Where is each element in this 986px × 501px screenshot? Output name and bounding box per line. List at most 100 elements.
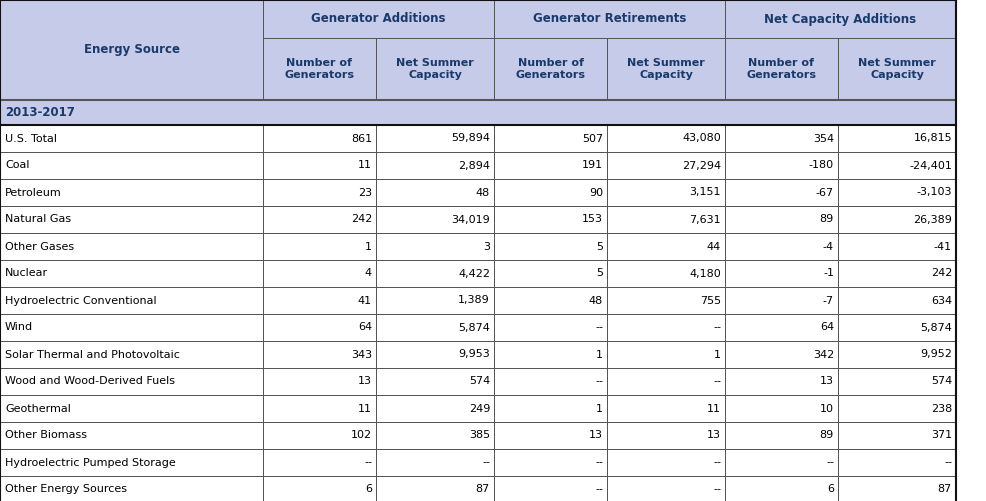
Bar	[262, 38, 376, 100]
Bar	[606, 233, 725, 260]
Bar	[376, 233, 494, 260]
Text: -41: -41	[933, 241, 951, 252]
Bar	[0, 100, 955, 125]
Text: 1: 1	[365, 241, 372, 252]
Bar	[725, 0, 955, 38]
Text: 191: 191	[582, 160, 602, 170]
Bar	[837, 152, 955, 179]
Bar	[606, 287, 725, 314]
Bar	[494, 341, 606, 368]
Bar	[0, 476, 262, 501]
Text: Natural Gas: Natural Gas	[5, 214, 71, 224]
Text: 5,874: 5,874	[458, 323, 489, 333]
Text: 7,631: 7,631	[688, 214, 720, 224]
Bar	[0, 314, 262, 341]
Text: 3,151: 3,151	[689, 187, 720, 197]
Text: 5: 5	[596, 269, 602, 279]
Text: Generator Retirements: Generator Retirements	[532, 13, 685, 26]
Text: Wind: Wind	[5, 323, 34, 333]
Bar	[837, 287, 955, 314]
Bar	[262, 314, 376, 341]
Bar	[376, 38, 494, 100]
Text: 13: 13	[819, 376, 833, 386]
Text: 64: 64	[819, 323, 833, 333]
Bar	[0, 233, 262, 260]
Text: 5: 5	[596, 241, 602, 252]
Bar	[494, 422, 606, 449]
Text: 89: 89	[819, 214, 833, 224]
Text: 343: 343	[350, 350, 372, 360]
Text: --: --	[481, 457, 489, 467]
Bar	[262, 233, 376, 260]
Text: 507: 507	[582, 133, 602, 143]
Bar	[725, 476, 837, 501]
Text: 89: 89	[819, 430, 833, 440]
Bar	[376, 206, 494, 233]
Bar	[0, 0, 262, 100]
Text: --: --	[595, 457, 602, 467]
Bar	[606, 341, 725, 368]
Text: 11: 11	[358, 403, 372, 413]
Text: 87: 87	[937, 484, 951, 494]
Bar	[725, 179, 837, 206]
Bar	[494, 152, 606, 179]
Text: Hydroelectric Pumped Storage: Hydroelectric Pumped Storage	[5, 457, 176, 467]
Bar	[0, 368, 262, 395]
Text: 41: 41	[358, 296, 372, 306]
Text: 242: 242	[350, 214, 372, 224]
Bar	[837, 233, 955, 260]
Bar	[376, 341, 494, 368]
Bar	[262, 287, 376, 314]
Bar	[262, 206, 376, 233]
Text: Coal: Coal	[5, 160, 30, 170]
Bar	[494, 395, 606, 422]
Text: 102: 102	[350, 430, 372, 440]
Text: 9,952: 9,952	[919, 350, 951, 360]
Bar	[376, 152, 494, 179]
Bar	[494, 260, 606, 287]
Bar	[262, 341, 376, 368]
Bar	[606, 206, 725, 233]
Bar	[606, 449, 725, 476]
Bar	[725, 395, 837, 422]
Text: --: --	[712, 323, 720, 333]
Text: 238: 238	[930, 403, 951, 413]
Bar	[376, 368, 494, 395]
Bar	[837, 368, 955, 395]
Text: 11: 11	[358, 160, 372, 170]
Bar	[725, 341, 837, 368]
Text: -24,401: -24,401	[908, 160, 951, 170]
Text: Other Gases: Other Gases	[5, 241, 74, 252]
Bar	[494, 476, 606, 501]
Text: --: --	[712, 376, 720, 386]
Bar	[725, 233, 837, 260]
Bar	[494, 206, 606, 233]
Bar	[262, 368, 376, 395]
Text: 34,019: 34,019	[451, 214, 489, 224]
Text: 26,389: 26,389	[912, 214, 951, 224]
Bar	[262, 125, 376, 152]
Bar	[0, 206, 262, 233]
Text: -7: -7	[822, 296, 833, 306]
Text: Net Summer
Capacity: Net Summer Capacity	[857, 58, 935, 80]
Bar	[725, 206, 837, 233]
Text: Geothermal: Geothermal	[5, 403, 71, 413]
Bar	[837, 206, 955, 233]
Text: Generator Additions: Generator Additions	[311, 13, 446, 26]
Bar	[494, 179, 606, 206]
Bar	[606, 314, 725, 341]
Bar	[0, 179, 262, 206]
Bar	[837, 179, 955, 206]
Bar	[0, 152, 262, 179]
Text: 2,894: 2,894	[458, 160, 489, 170]
Bar	[837, 38, 955, 100]
Text: --: --	[595, 376, 602, 386]
Text: -4: -4	[822, 241, 833, 252]
Text: 44: 44	[706, 241, 720, 252]
Text: 48: 48	[589, 296, 602, 306]
Text: 6: 6	[826, 484, 833, 494]
Bar	[725, 368, 837, 395]
Bar	[725, 287, 837, 314]
Text: 1: 1	[596, 350, 602, 360]
Bar	[262, 422, 376, 449]
